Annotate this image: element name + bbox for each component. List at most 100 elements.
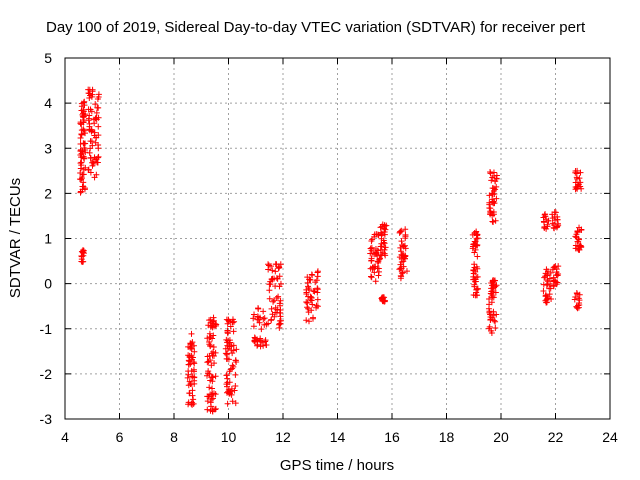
data-point — [486, 295, 493, 302]
data-point — [402, 233, 409, 240]
data-point — [190, 366, 197, 373]
data-point — [488, 299, 495, 306]
data-point — [90, 158, 97, 165]
data-point — [474, 292, 481, 299]
data-point — [223, 372, 230, 379]
data-point — [212, 373, 219, 380]
data-point — [232, 371, 239, 378]
y-tick-label: 0 — [44, 276, 52, 292]
data-point — [551, 225, 558, 232]
data-point — [261, 315, 268, 322]
data-point — [552, 209, 559, 216]
data-point — [368, 255, 375, 262]
data-point — [379, 296, 386, 303]
data-point — [473, 289, 480, 296]
data-point — [304, 279, 311, 286]
data-point — [472, 238, 479, 245]
data-point — [207, 333, 214, 340]
data-point — [85, 90, 92, 97]
data-point — [209, 374, 216, 381]
data-point — [471, 283, 478, 290]
data-point — [397, 265, 404, 272]
data-point — [227, 366, 234, 373]
data-point — [185, 343, 192, 350]
x-tick-label: 10 — [221, 429, 237, 445]
data-point — [231, 387, 238, 394]
data-point — [188, 345, 195, 352]
data-point — [489, 292, 496, 299]
data-point — [276, 324, 283, 331]
data-point — [232, 400, 239, 407]
data-point — [186, 390, 193, 397]
data-point — [80, 171, 87, 178]
data-point — [89, 159, 96, 166]
data-point — [95, 123, 102, 130]
data-point — [205, 322, 212, 329]
data-point — [210, 344, 217, 351]
data-point — [92, 101, 99, 108]
data-point — [266, 287, 273, 294]
data-point — [270, 298, 277, 305]
data-point — [79, 186, 86, 193]
data-point — [368, 274, 375, 281]
point-cluster-21 — [572, 167, 585, 193]
data-point — [189, 401, 196, 408]
data-point — [375, 272, 382, 279]
data-point — [555, 270, 562, 277]
data-point — [492, 217, 499, 224]
data-point — [268, 316, 275, 323]
data-point — [269, 267, 276, 274]
data-point — [77, 147, 84, 154]
data-point — [208, 396, 215, 403]
data-point — [310, 287, 317, 294]
point-cluster-3 — [85, 86, 102, 181]
data-point — [276, 317, 283, 324]
y-tick-label: -3 — [40, 411, 53, 427]
data-point — [277, 280, 284, 287]
data-point — [206, 353, 213, 360]
data-point — [473, 242, 480, 249]
data-point — [268, 305, 275, 312]
data-point — [224, 400, 231, 407]
point-cluster-10 — [367, 231, 383, 285]
data-point — [207, 399, 214, 406]
data-point — [187, 340, 194, 347]
data-point — [254, 341, 261, 348]
data-point — [314, 285, 321, 292]
point-cluster-5 — [204, 314, 220, 415]
data-point — [80, 99, 87, 106]
y-tick-label: 1 — [44, 231, 52, 247]
data-point — [306, 318, 313, 325]
data-point — [492, 283, 499, 290]
data-point — [232, 357, 239, 364]
data-point — [377, 229, 384, 236]
data-point — [486, 199, 493, 206]
data-point — [88, 127, 95, 134]
data-point — [573, 185, 580, 192]
data-point — [263, 341, 270, 348]
data-point — [493, 175, 500, 182]
data-point — [210, 332, 217, 339]
data-point — [265, 320, 272, 327]
data-point — [490, 185, 497, 192]
data-point — [272, 261, 279, 268]
data-point — [276, 310, 283, 317]
point-cluster-9 — [303, 268, 321, 325]
data-point — [251, 311, 258, 318]
data-point — [92, 139, 99, 146]
data-point — [380, 297, 387, 304]
data-point — [87, 145, 94, 152]
data-point — [82, 140, 89, 147]
data-point — [576, 181, 583, 188]
axis-ticks — [64, 57, 611, 420]
data-point — [257, 335, 264, 342]
data-point — [303, 299, 310, 305]
data-point — [78, 256, 85, 263]
data-point — [578, 185, 585, 192]
data-point — [486, 308, 493, 315]
data-point — [305, 293, 312, 300]
data-point — [276, 273, 283, 280]
data-point — [185, 371, 192, 378]
data-point — [487, 316, 494, 323]
data-point — [260, 315, 267, 322]
